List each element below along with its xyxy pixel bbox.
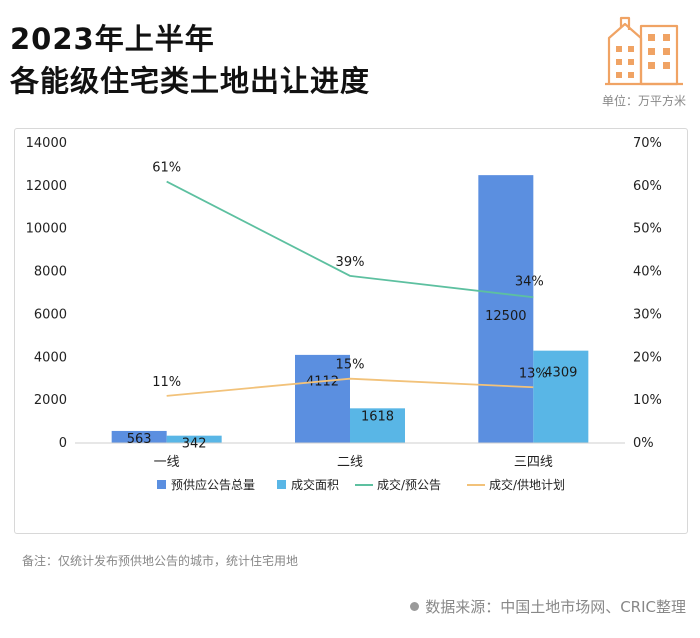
legend-label: 预供应公告总量 [171, 477, 255, 492]
bar-supply [295, 354, 350, 443]
data-source: 数据来源：中国土地市场网、CRIC整理 [410, 596, 686, 617]
line-value-label: 61% [152, 161, 181, 176]
y-right-tick-label: 50% [633, 222, 662, 237]
legend-swatch [157, 480, 166, 489]
combo-chart: 0 2000 4000 6000 8000 10000 12000 14000 0% 10% 20%… [26, 136, 662, 492]
bar-deal [350, 408, 405, 443]
bar-deal [166, 435, 222, 443]
bar-value-label: 12500 [485, 309, 526, 324]
bar-value-label: 1618 [361, 409, 394, 424]
y-left-tick-label: 14000 [26, 136, 67, 151]
bar-supply [478, 175, 534, 443]
y-left-tick-label: 10000 [26, 222, 67, 237]
legend-label: 成交面积 [291, 477, 339, 492]
line-value-label: 11% [152, 375, 181, 390]
bar-value-label: 4112 [306, 375, 339, 390]
x-tick-label: 二线 [337, 455, 363, 470]
unit-label: 单位：万平方米 [601, 94, 686, 108]
bar-value-label: 4309 [544, 366, 577, 381]
bar-supply [111, 430, 167, 443]
y-right-tick-label: 20% [633, 350, 662, 365]
y-left-tick-label: 12000 [26, 179, 67, 194]
chart-panel: 0 2000 4000 6000 8000 10000 12000 14000 0% 10% 20%… [14, 128, 688, 534]
legend-swatch [277, 480, 286, 489]
building-icon [605, 16, 683, 86]
line-value-label: 13% [519, 366, 548, 381]
y-right-tick-label: 40% [633, 265, 662, 280]
y-right-tick-label: 30% [633, 307, 662, 322]
y-right-tick-label: 70% [633, 136, 662, 151]
page-title-line1: 2023年上半年 [10, 22, 215, 56]
y-right-tick-label: 0% [633, 436, 654, 451]
bullet-dot-icon [410, 602, 420, 611]
footnote: 备注：仅统计发布预供地公告的城市，统计住宅用地 [22, 554, 299, 568]
line-value-label: 15% [336, 358, 365, 373]
legend-label: 成交/预公告 [377, 477, 441, 492]
x-tick-label: 一线 [154, 455, 180, 470]
page-title-line2: 各能级住宅类土地出让进度 [10, 64, 371, 98]
line-value-label: 39% [336, 255, 365, 270]
line-plan-ratio [166, 377, 534, 397]
data-source-text: 数据来源：中国土地市场网、CRIC整理 [425, 598, 686, 616]
y-left-tick-label: 8000 [34, 265, 67, 280]
y-left-tick-label: 4000 [34, 350, 67, 365]
bar-value-label: 563 [127, 432, 152, 447]
y-right-tick-label: 60% [633, 179, 662, 194]
y-left-tick-label: 0 [59, 436, 67, 451]
line-deal-ratio [166, 180, 534, 299]
legend-label: 成交/供地计划 [489, 477, 565, 492]
y-right-tick-label: 10% [633, 393, 662, 408]
bar-deal [533, 350, 589, 443]
x-tick-label: 三四线 [514, 455, 553, 470]
y-left-tick-label: 2000 [34, 393, 67, 408]
y-left-tick-label: 6000 [34, 307, 67, 322]
line-value-label: 34% [515, 274, 544, 289]
bar-value-label: 342 [182, 437, 207, 452]
